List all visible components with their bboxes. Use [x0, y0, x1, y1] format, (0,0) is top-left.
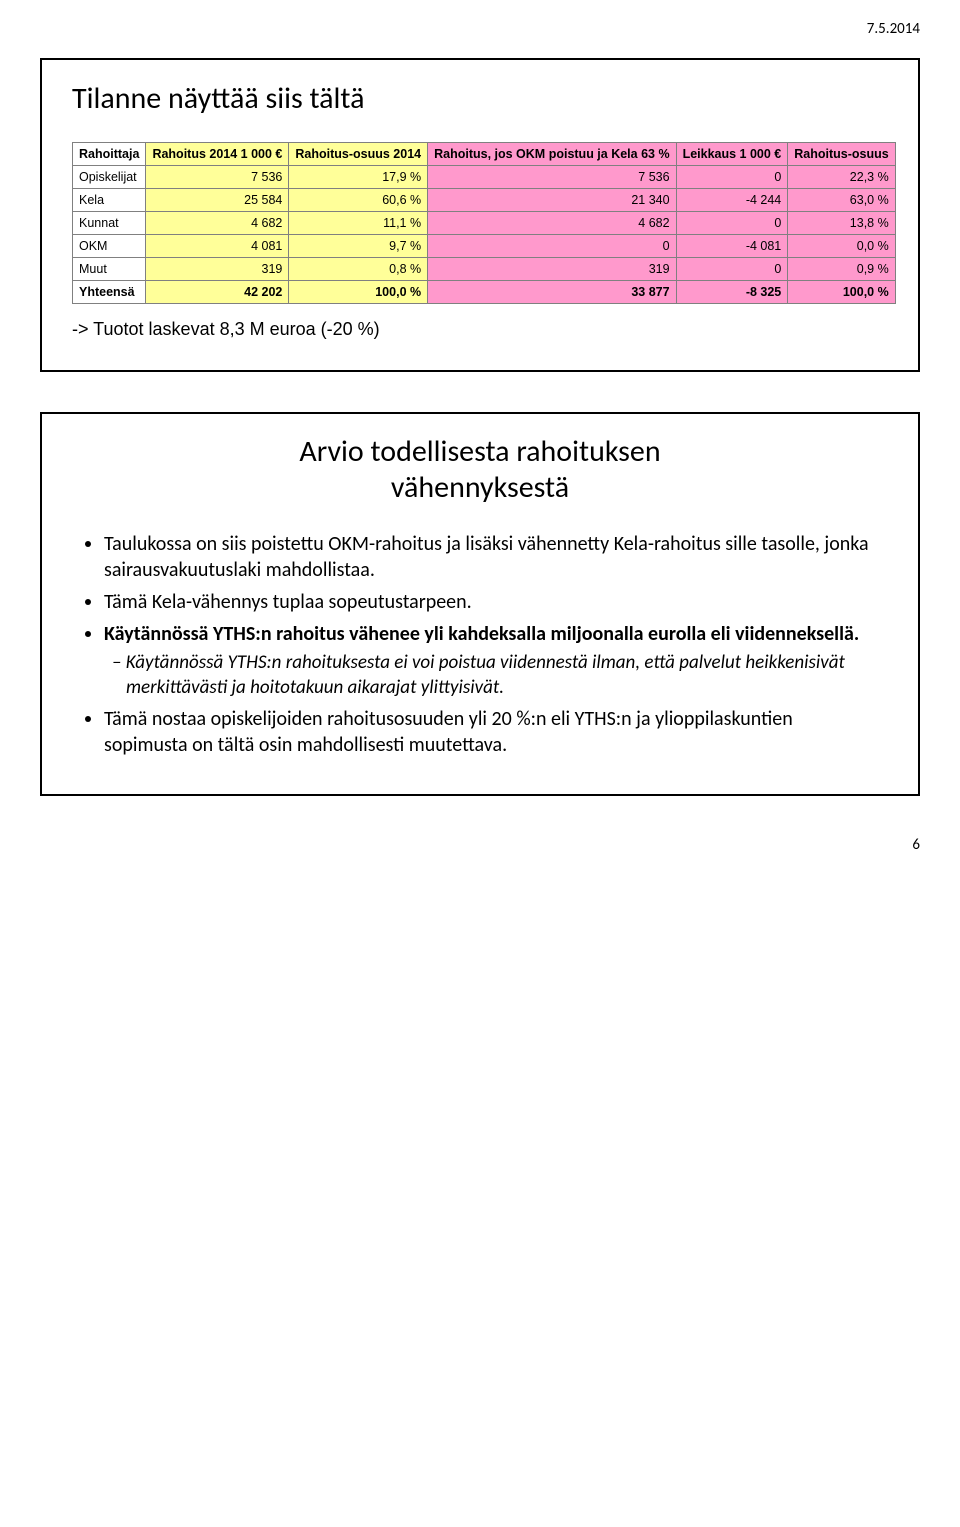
cell: OKM — [73, 235, 146, 258]
col-rahoitus-2014: Rahoitus 2014 1 000 € — [146, 143, 289, 166]
cell: 42 202 — [146, 281, 289, 304]
bullet-3-text: Käytännössä YTHS:n rahoitus vähenee yli … — [104, 622, 859, 646]
slide1-title: Tilanne näyttää siis tältä — [72, 80, 888, 117]
cell: 4 682 — [428, 212, 676, 235]
cell: Muut — [73, 258, 146, 281]
cell: 25 584 — [146, 189, 289, 212]
slide2-bullets: Taulukossa on siis poistettu OKM-rahoitu… — [82, 531, 878, 758]
sub-bullet-1: Käytännössä YTHS:n rahoituksesta ei voi … — [112, 651, 878, 700]
bullet-3: Käytännössä YTHS:n rahoitus vähenee yli … — [104, 621, 878, 700]
table-row: Muut 319 0,8 % 319 0 0,9 % — [73, 258, 896, 281]
table-total-row: Yhteensä 42 202 100,0 % 33 877 -8 325 10… — [73, 281, 896, 304]
page-number: 6 — [40, 836, 920, 854]
col-leikkaus: Leikkaus 1 000 € — [676, 143, 788, 166]
page-date: 7.5.2014 — [40, 20, 920, 38]
cell: 0 — [428, 235, 676, 258]
table-row: Kunnat 4 682 11,1 % 4 682 0 13,8 % — [73, 212, 896, 235]
col-osuus: Rahoitus-osuus — [788, 143, 895, 166]
bullet-4: Tämä nostaa opiskelijoiden rahoitusosuud… — [104, 706, 878, 758]
sub-bullets: Käytännössä YTHS:n rahoituksesta ei voi … — [104, 651, 878, 700]
cell: 11,1 % — [289, 212, 428, 235]
cell: 0 — [676, 212, 788, 235]
cell: 7 536 — [428, 166, 676, 189]
cell: 60,6 % — [289, 189, 428, 212]
table-row: OKM 4 081 9,7 % 0 -4 081 0,0 % — [73, 235, 896, 258]
cell: 22,3 % — [788, 166, 895, 189]
cell: -4 244 — [676, 189, 788, 212]
cell: Kunnat — [73, 212, 146, 235]
cell: 63,0 % — [788, 189, 895, 212]
slide2-title-line2: vähennyksestä — [391, 469, 569, 506]
slide2-title-line1: Arvio todellisesta rahoituksen — [299, 433, 660, 470]
table-row: Kela 25 584 60,6 % 21 340 -4 244 63,0 % — [73, 189, 896, 212]
cell: 319 — [428, 258, 676, 281]
table-row: Opiskelijat 7 536 17,9 % 7 536 0 22,3 % — [73, 166, 896, 189]
slide1-note: -> Tuotot laskevat 8,3 M euroa (-20 %) — [72, 319, 888, 340]
cell: -4 081 — [676, 235, 788, 258]
cell: 9,7 % — [289, 235, 428, 258]
col-osuus-2014: Rahoitus-osuus 2014 — [289, 143, 428, 166]
cell: 7 536 — [146, 166, 289, 189]
cell: 0,8 % — [289, 258, 428, 281]
cell: 0 — [676, 166, 788, 189]
cell: 0,9 % — [788, 258, 895, 281]
table-header-row: Rahoittaja Rahoitus 2014 1 000 € Rahoitu… — [73, 143, 896, 166]
col-rahoittaja: Rahoittaja — [73, 143, 146, 166]
cell: Kela — [73, 189, 146, 212]
bullet-1: Taulukossa on siis poistettu OKM-rahoitu… — [104, 531, 878, 583]
cell: 4 081 — [146, 235, 289, 258]
cell: 4 682 — [146, 212, 289, 235]
cell: 100,0 % — [788, 281, 895, 304]
bullet-2: Tämä Kela-vähennys tuplaa sopeutustarpee… — [104, 589, 878, 615]
cell: 319 — [146, 258, 289, 281]
slide-1: Tilanne näyttää siis tältä Rahoittaja Ra… — [40, 58, 920, 372]
cell: 0,0 % — [788, 235, 895, 258]
cell: 0 — [676, 258, 788, 281]
cell: Yhteensä — [73, 281, 146, 304]
cell: 21 340 — [428, 189, 676, 212]
cell: 13,8 % — [788, 212, 895, 235]
cell: 17,9 % — [289, 166, 428, 189]
cell: Opiskelijat — [73, 166, 146, 189]
slide-2: Arvio todellisesta rahoituksen vähennyks… — [40, 412, 920, 796]
cell: 33 877 — [428, 281, 676, 304]
funding-table: Rahoittaja Rahoitus 2014 1 000 € Rahoitu… — [72, 142, 896, 304]
col-rahoitus-okm: Rahoitus, jos OKM poistuu ja Kela 63 % — [428, 143, 676, 166]
cell: 100,0 % — [289, 281, 428, 304]
cell: -8 325 — [676, 281, 788, 304]
slide2-title: Arvio todellisesta rahoituksen vähennyks… — [72, 434, 888, 506]
